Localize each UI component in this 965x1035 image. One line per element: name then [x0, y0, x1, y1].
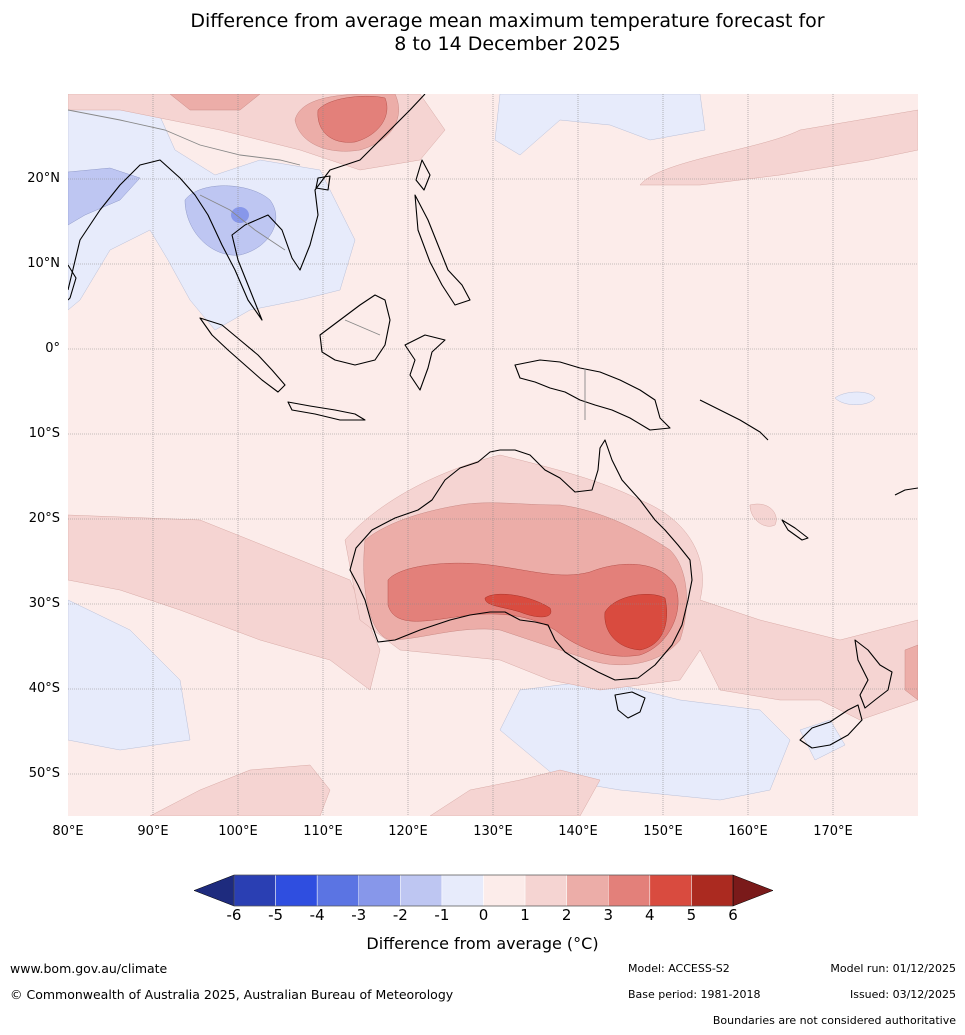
colorbar-tick-label: -5	[268, 906, 284, 924]
footer-disclaimer: Boundaries are not considered authoritat…	[712, 1014, 956, 1027]
title-line-2: 8 to 14 December 2025	[394, 33, 621, 55]
anomaly-negative-3	[231, 207, 249, 223]
colorbar-segments	[193, 874, 774, 907]
coast-new-zealand-south	[799, 704, 863, 749]
coast-sumatra	[199, 317, 286, 393]
colorbar-tick-label: 4	[645, 906, 655, 924]
colorbar-segment	[358, 874, 401, 907]
colorbar-tick-label: -2	[392, 906, 408, 924]
lat-label-40s: 40°S	[28, 681, 60, 696]
coastlines	[68, 94, 918, 749]
footer-base-period: Base period: 1981-2018	[628, 988, 761, 1001]
colorbar-tick-label: 0	[478, 906, 489, 924]
lon-label-120e: 120°E	[388, 824, 428, 839]
colorbar-segment	[566, 874, 609, 907]
graticule	[68, 94, 918, 816]
colorbar-segment	[691, 874, 734, 907]
lon-label-170e: 170°E	[813, 824, 853, 839]
colorbar-tick-label: 6	[728, 906, 738, 924]
coast-taiwan	[415, 159, 431, 191]
colorbar-segment	[233, 874, 276, 907]
lon-label-100e: 100°E	[218, 824, 258, 839]
footer-model: Model: ACCESS-S2	[628, 962, 730, 975]
lon-label-140e: 140°E	[558, 824, 598, 839]
coast-sulawesi	[404, 334, 446, 391]
colorbar-tick-label: 2	[561, 906, 572, 924]
colorbar-tick-label: -1	[434, 906, 450, 924]
footer-copyright: © Commonwealth of Australia 2025, Austra…	[10, 987, 454, 1002]
lon-label-90e: 90°E	[137, 824, 169, 839]
lon-label-110e: 110°E	[303, 824, 343, 839]
lat-label-50s: 50°S	[28, 766, 60, 781]
coast-mainland-asia	[68, 94, 426, 321]
colorbar-segment	[441, 874, 484, 907]
coast-solomons	[699, 399, 769, 441]
colorbar-arrow-low	[193, 874, 235, 907]
lon-label-160e: 160°E	[728, 824, 768, 839]
colorbar-segment	[275, 874, 318, 907]
colorbar-segment	[400, 874, 443, 907]
colorbar-segment	[316, 874, 359, 907]
lat-label-20s: 20°S	[28, 511, 60, 526]
lat-label-20n: 20°N	[27, 171, 60, 186]
coast-hainan	[315, 175, 331, 191]
colorbar-outline	[233, 874, 734, 907]
colorbar-segment	[483, 874, 526, 907]
lon-label-80e: 80°E	[52, 824, 84, 839]
country-borders	[68, 109, 586, 420]
lat-label-10n: 10°N	[27, 256, 60, 271]
colorbar-label: Difference from average (°C)	[366, 934, 599, 953]
lon-label-150e: 150°E	[643, 824, 683, 839]
colorbar-tick-label: -4	[309, 906, 325, 924]
coast-new-guinea	[514, 359, 671, 431]
colorbar-tick-label: 1	[520, 906, 530, 924]
colorbar-tick-label: -3	[351, 906, 367, 924]
colorbar-segment	[524, 874, 567, 907]
coast-philippines	[414, 194, 471, 306]
footer-url[interactable]: www.bom.gov.au/climate	[10, 961, 168, 976]
lon-label-130e: 130°E	[473, 824, 513, 839]
colorbar-segment	[608, 874, 651, 907]
anomaly-positive-4	[484, 593, 667, 651]
colorbar-segment	[649, 874, 692, 907]
colorbar-tick-label: 5	[686, 906, 697, 924]
footer-model-run: Model run: 01/12/2025	[830, 962, 956, 975]
coast-borneo	[319, 294, 391, 366]
coast-java	[287, 401, 366, 421]
footer-issued: Issued: 03/12/2025	[849, 988, 956, 1001]
colorbar-tick-label: -6	[226, 906, 242, 924]
lat-label-equator: 0°	[45, 341, 60, 356]
colorbar-tick-label: 3	[603, 906, 614, 924]
title-line-1: Difference from average mean maximum tem…	[190, 10, 825, 32]
lat-label-30s: 30°S	[28, 596, 60, 611]
coast-australia	[349, 439, 693, 681]
lat-label-10s: 10°S	[28, 426, 60, 441]
coast-new-caledonia	[781, 519, 809, 541]
colorbar-arrow-high	[732, 874, 774, 907]
coast-sri-lanka	[68, 264, 77, 301]
coast-tasmania	[614, 691, 646, 719]
coast-new-zealand-north	[854, 639, 893, 709]
chart-title: Difference from average mean maximum tem…	[0, 10, 965, 56]
coast-fiji	[894, 487, 918, 496]
